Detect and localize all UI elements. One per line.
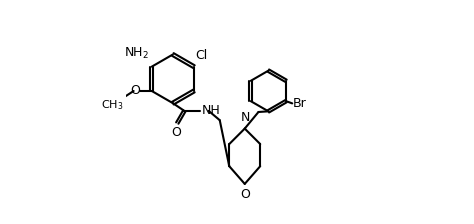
Text: N: N (241, 111, 251, 124)
Text: O: O (171, 126, 181, 139)
Text: O: O (240, 188, 250, 201)
Text: Cl: Cl (195, 49, 207, 62)
Text: CH$_3$: CH$_3$ (101, 98, 124, 112)
Text: O: O (130, 84, 140, 97)
Text: Br: Br (293, 97, 307, 110)
Text: NH: NH (201, 104, 220, 117)
Text: NH$_2$: NH$_2$ (124, 46, 149, 61)
